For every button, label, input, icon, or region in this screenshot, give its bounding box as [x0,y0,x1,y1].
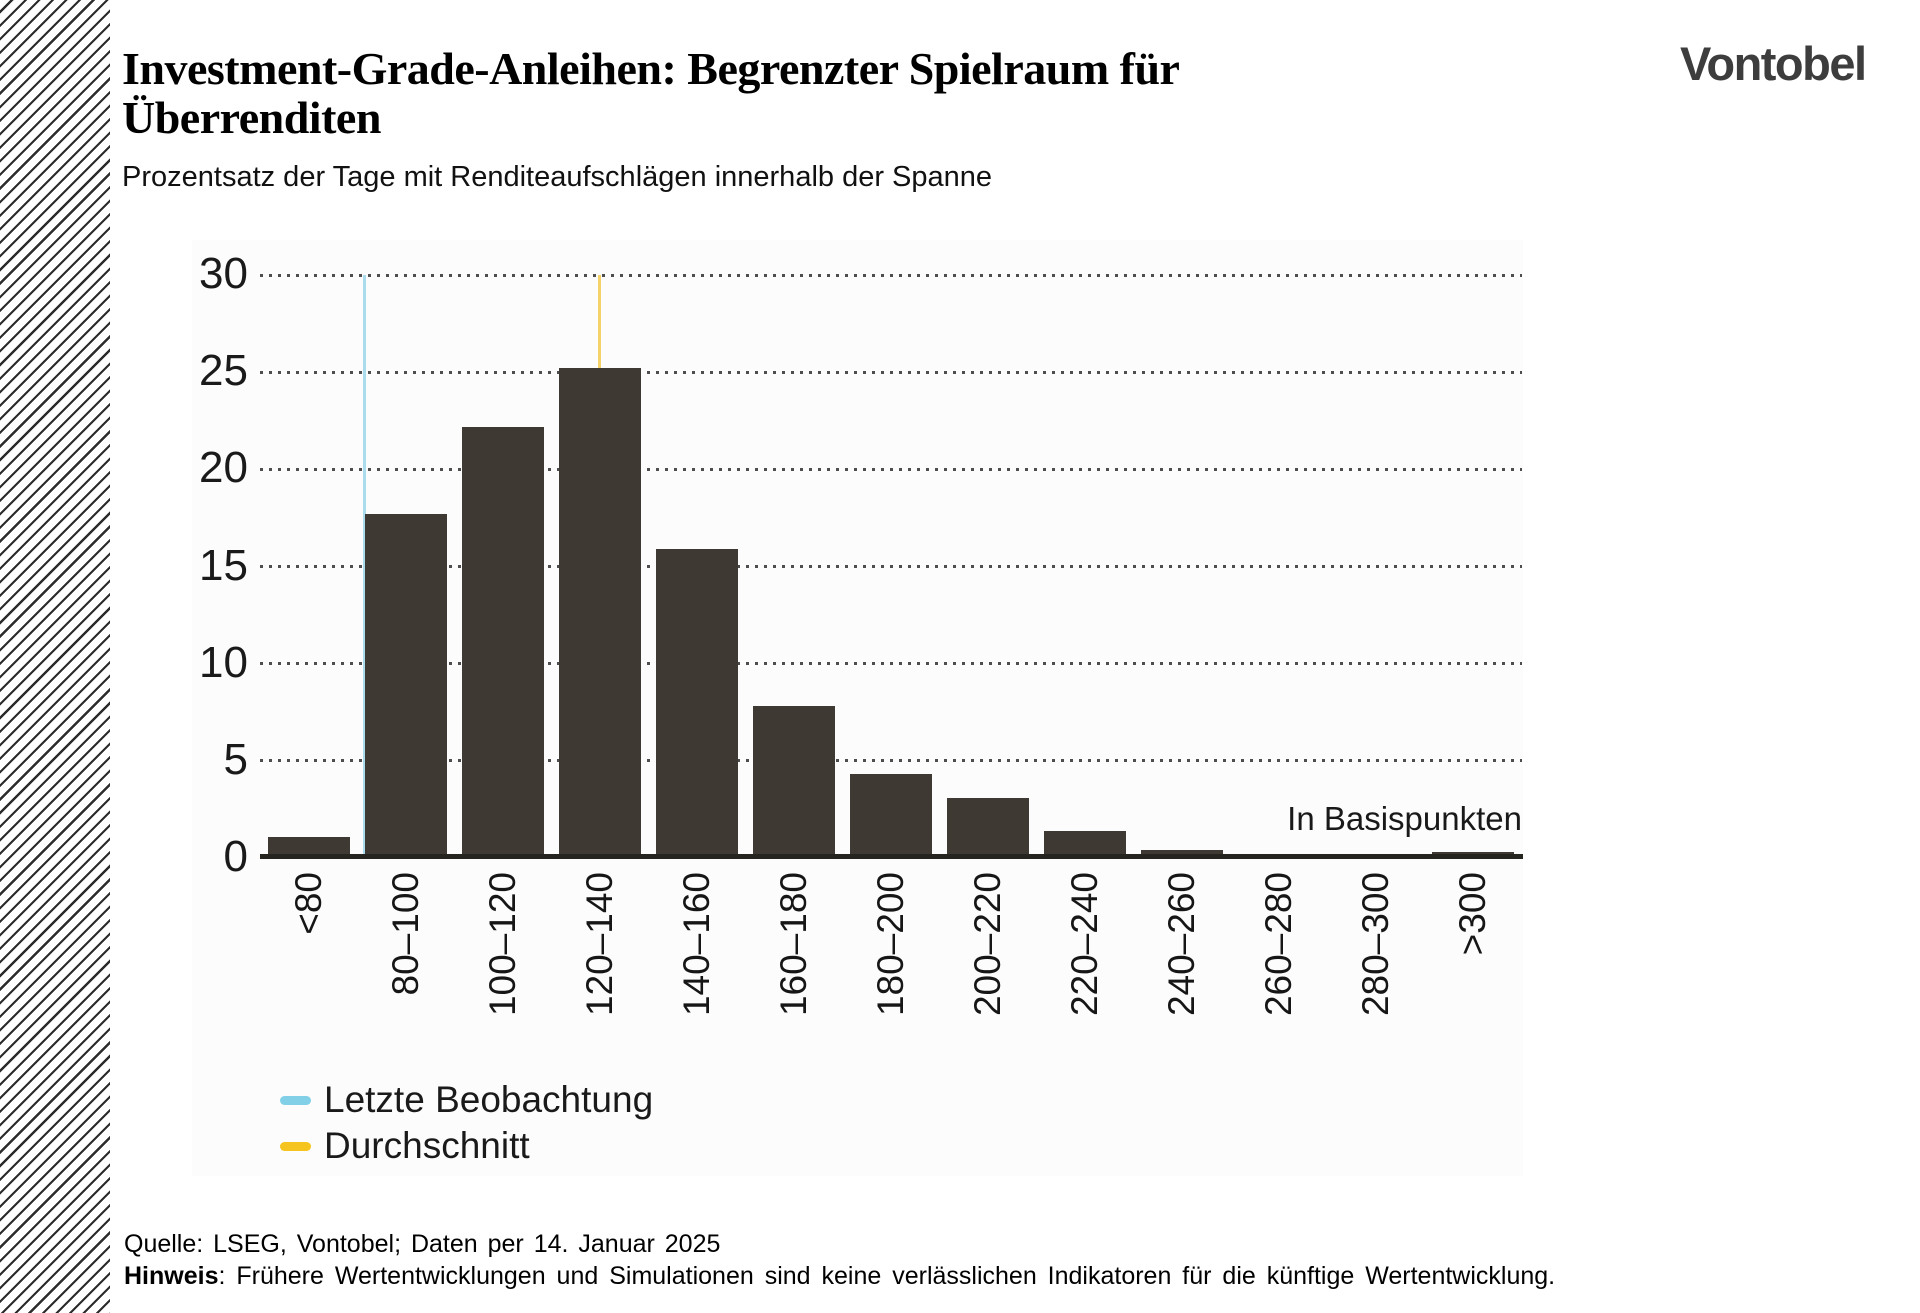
bar-slot [648,275,745,858]
bar-slot [940,275,1037,858]
y-tick-label-15: 15 [199,540,248,590]
gridline-20 [260,467,1522,471]
x-tick-label-160–180: 160–180 [772,872,814,1017]
gridline-15 [260,565,1522,568]
y-tick-label-25: 25 [199,346,248,396]
x-tick-slot: 240–260 [1134,872,1231,1077]
legend-row-average: Durchschnitt [280,1123,653,1169]
bar-120–140 [558,368,641,858]
x-axis-unit-label: In Basispunkten [1287,800,1522,837]
last-observation-swatch-icon [280,1095,311,1105]
y-tick-label-5: 5 [223,734,248,784]
gridline-25 [260,370,1522,374]
source-text: Quelle: LSEG, Vontobel; Daten per 14. Ja… [124,1230,721,1258]
bar-slot [1037,275,1134,858]
bar-slot [1231,275,1328,858]
bar-slot [260,275,357,858]
page-title: Investment-Grade-Anleihen: Begrenzter Sp… [122,43,1180,143]
x-tick-label-200–220: 200–220 [967,872,1009,1017]
bar-slot [842,275,939,858]
x-tick-label-120–140: 120–140 [578,872,620,1017]
gridline-10 [260,662,1522,666]
page-title-line1: Investment-Grade-Anleihen: Begrenzter Sp… [122,43,1180,94]
bar-slot [551,275,648,858]
average-line [598,275,602,369]
legend-label-last-observation: Letzte Beobachtung [324,1079,654,1120]
legend-row-last-observation: Letzte Beobachtung [280,1077,653,1123]
gridline-30 [260,273,1522,277]
bar-slot [1425,275,1522,858]
bars-container [260,275,1522,858]
x-tick-slot: 260–280 [1231,872,1328,1077]
x-tick-label-140–160: 140–160 [675,872,717,1017]
x-tick-label-100–120: 100–120 [481,872,523,1017]
bar-slot [1328,275,1425,858]
y-tick-label-30: 30 [199,249,248,298]
bar-100–120 [461,426,544,858]
note-label: Hinweis [124,1262,219,1290]
x-tick-slot: <80 [260,872,357,1077]
page-subtitle: Prozentsatz der Tage mit Renditeaufschlä… [122,161,993,193]
x-tick-slot: 200–220 [940,872,1037,1077]
x-tick-slot: 280–300 [1328,872,1425,1077]
x-tick-slot: 120–140 [551,872,648,1077]
x-tick-label-280–300: 280–300 [1355,872,1397,1017]
bar-180–200 [850,774,932,858]
y-tick-label-10: 10 [199,637,248,687]
legend-label-average: Durchschnitt [324,1125,530,1166]
x-tick-slot: 160–180 [745,872,842,1077]
x-tick-label-240–260: 240–260 [1161,872,1203,1017]
bar-220–240 [1044,830,1127,858]
bar-<80 [267,836,350,858]
bar-slot [454,275,551,858]
bar-200–220 [947,797,1030,858]
y-tick-label-20: 20 [199,443,248,493]
note-text: Hinweis: Frühere Wertentwicklungen und S… [124,1260,1555,1292]
page-title-line2: Überrenditen [122,92,381,143]
x-tick-label-180–200: 180–200 [870,872,911,1017]
y-tick-label-0: 0 [223,832,248,881]
last-observation-line [362,275,366,858]
x-tick-label-<80: <80 [287,872,329,935]
x-tick-slot: 140–160 [648,872,745,1077]
bar-slot [1134,275,1231,858]
bar-80–100 [364,514,447,858]
x-tick-label-80–100: 80–100 [384,872,426,996]
x-tick-slot: 100–120 [454,872,551,1077]
gridline-5 [260,759,1522,763]
left-hatch-decoration [0,0,110,1313]
note-body: : Frühere Wertentwicklungen und Simulati… [218,1262,1556,1290]
x-tick-slot: 220–240 [1037,872,1134,1077]
legend: Letzte Beobachtung Durchschnitt [280,1077,653,1169]
x-tick-label->300: >300 [1452,872,1494,956]
bar-slot [357,275,454,858]
bar-160–180 [752,706,835,858]
bar-140–160 [655,549,738,858]
bar-slot [745,275,842,858]
vontobel-logo: Vontobel [1680,37,1867,90]
average-swatch-icon [280,1141,311,1151]
x-tick-label-220–240: 220–240 [1064,872,1106,1017]
x-tick-label-260–280: 260–280 [1258,872,1300,1017]
footer: Quelle: LSEG, Vontobel; Daten per 14. Ja… [124,1228,1555,1292]
x-tick-slot: 180–200 [842,872,939,1077]
x-tick-slot: 80–100 [357,872,454,1077]
x-tick-slot: >300 [1425,872,1522,1077]
x-axis-line [260,854,1523,859]
x-axis-tick-labels: <80 80–100 100–120 120–140 140–160 160–180 180… [260,872,1522,1077]
